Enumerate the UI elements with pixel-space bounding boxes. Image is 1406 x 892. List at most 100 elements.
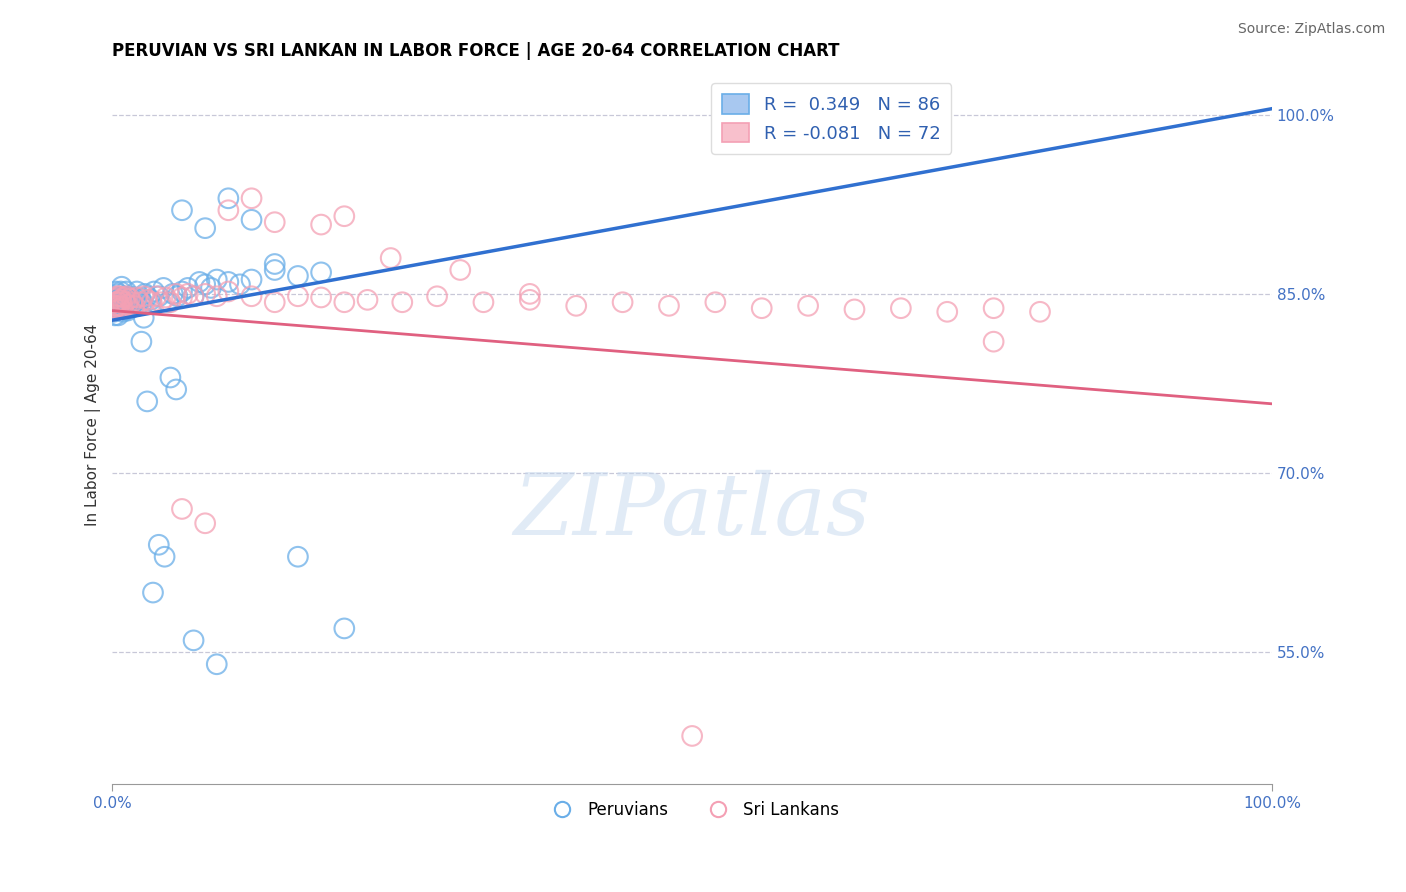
Text: ZIPatlas: ZIPatlas	[513, 470, 870, 553]
Point	[104, 290, 127, 304]
Point	[333, 622, 356, 636]
Point	[104, 289, 127, 303]
Point	[117, 299, 139, 313]
Point	[177, 281, 200, 295]
Point	[844, 302, 866, 317]
Point	[111, 295, 134, 310]
Point	[183, 289, 205, 303]
Point	[134, 286, 156, 301]
Point	[183, 289, 205, 303]
Point	[166, 289, 188, 303]
Point	[240, 272, 263, 286]
Point	[148, 289, 170, 303]
Point	[205, 289, 228, 303]
Point	[115, 289, 138, 303]
Point	[472, 295, 495, 310]
Text: PERUVIAN VS SRI LANKAN IN LABOR FORCE | AGE 20-64 CORRELATION CHART: PERUVIAN VS SRI LANKAN IN LABOR FORCE | …	[112, 42, 839, 60]
Point	[110, 293, 132, 307]
Y-axis label: In Labor Force | Age 20-64: In Labor Force | Age 20-64	[86, 324, 101, 526]
Point	[356, 293, 378, 307]
Point	[117, 303, 139, 318]
Point	[263, 215, 285, 229]
Point	[110, 285, 132, 299]
Point	[519, 293, 541, 307]
Point	[217, 191, 239, 205]
Point	[170, 285, 193, 299]
Point	[658, 299, 681, 313]
Point	[165, 383, 187, 397]
Point	[104, 301, 127, 316]
Point	[751, 301, 773, 316]
Point	[105, 289, 128, 303]
Point	[124, 293, 146, 308]
Point	[107, 300, 129, 314]
Point	[309, 290, 332, 304]
Point	[188, 275, 211, 289]
Point	[103, 293, 125, 307]
Point	[105, 298, 128, 312]
Point	[112, 289, 135, 303]
Text: Source: ZipAtlas.com: Source: ZipAtlas.com	[1237, 22, 1385, 37]
Point	[155, 290, 177, 304]
Point	[890, 301, 912, 316]
Point	[519, 286, 541, 301]
Point	[105, 302, 128, 317]
Point	[115, 285, 138, 299]
Point	[104, 285, 127, 299]
Point	[112, 300, 135, 314]
Point	[111, 298, 134, 312]
Point	[240, 289, 263, 303]
Point	[426, 289, 449, 303]
Point	[121, 295, 143, 310]
Point	[117, 298, 139, 312]
Point	[287, 289, 309, 303]
Point	[136, 394, 159, 409]
Point	[124, 299, 146, 313]
Point	[177, 286, 200, 301]
Point	[112, 290, 135, 304]
Point	[170, 502, 193, 516]
Point	[612, 295, 634, 310]
Point	[111, 300, 134, 314]
Point	[114, 302, 136, 317]
Point	[103, 299, 125, 313]
Point	[150, 295, 173, 310]
Point	[205, 657, 228, 672]
Point	[118, 289, 141, 303]
Point	[170, 290, 193, 304]
Point	[162, 286, 184, 301]
Point	[200, 281, 222, 295]
Point	[153, 549, 176, 564]
Point	[333, 209, 356, 223]
Point	[217, 275, 239, 289]
Point	[142, 585, 165, 599]
Point	[170, 203, 193, 218]
Point	[104, 295, 127, 310]
Point	[217, 203, 239, 218]
Point	[936, 305, 959, 319]
Point	[107, 295, 129, 310]
Point	[194, 221, 217, 235]
Point	[139, 293, 162, 307]
Point	[240, 191, 263, 205]
Point	[121, 298, 143, 312]
Point	[157, 295, 180, 310]
Point	[263, 257, 285, 271]
Point	[115, 292, 138, 306]
Point	[131, 295, 153, 310]
Legend: Peruvians, Sri Lankans: Peruvians, Sri Lankans	[538, 794, 845, 826]
Point	[107, 309, 129, 323]
Point	[105, 295, 128, 310]
Point	[217, 285, 239, 299]
Point	[125, 290, 148, 304]
Point	[127, 299, 149, 313]
Point	[380, 251, 402, 265]
Point	[704, 295, 727, 310]
Point	[309, 218, 332, 232]
Point	[205, 272, 228, 286]
Point	[110, 302, 132, 317]
Point	[141, 295, 163, 310]
Point	[165, 286, 187, 301]
Point	[145, 289, 167, 303]
Point	[159, 295, 181, 310]
